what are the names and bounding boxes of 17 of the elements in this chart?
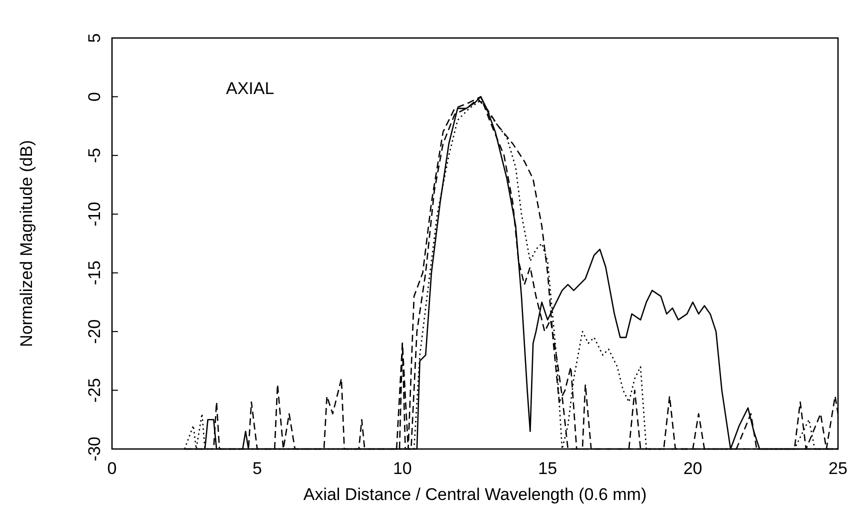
y-tick-label: 5 bbox=[85, 33, 104, 43]
y-tick-label: -10 bbox=[85, 202, 104, 226]
y-tick-label: 0 bbox=[85, 92, 104, 102]
y-tick-label: -25 bbox=[85, 378, 104, 403]
x-tick-label: 15 bbox=[538, 459, 558, 478]
x-tick-label: 20 bbox=[683, 459, 702, 478]
y-axis-title: Normalized Magnitude (dB) bbox=[17, 140, 36, 347]
x-tick-label: 25 bbox=[828, 459, 848, 478]
x-axis-title: Axial Distance / Central Wavelength (0.6 mm) bbox=[303, 485, 647, 504]
annotation: AXIAL bbox=[226, 79, 274, 98]
y-tick-label: -15 bbox=[85, 260, 104, 286]
y-tick-label: -30 bbox=[85, 436, 104, 462]
x-tick-label: 10 bbox=[392, 459, 412, 478]
x-tick-label: 0 bbox=[107, 459, 117, 478]
x-tick-label: 5 bbox=[252, 459, 262, 478]
y-tick-label: -5 bbox=[85, 148, 104, 163]
y-tick-label: -20 bbox=[85, 319, 104, 344]
